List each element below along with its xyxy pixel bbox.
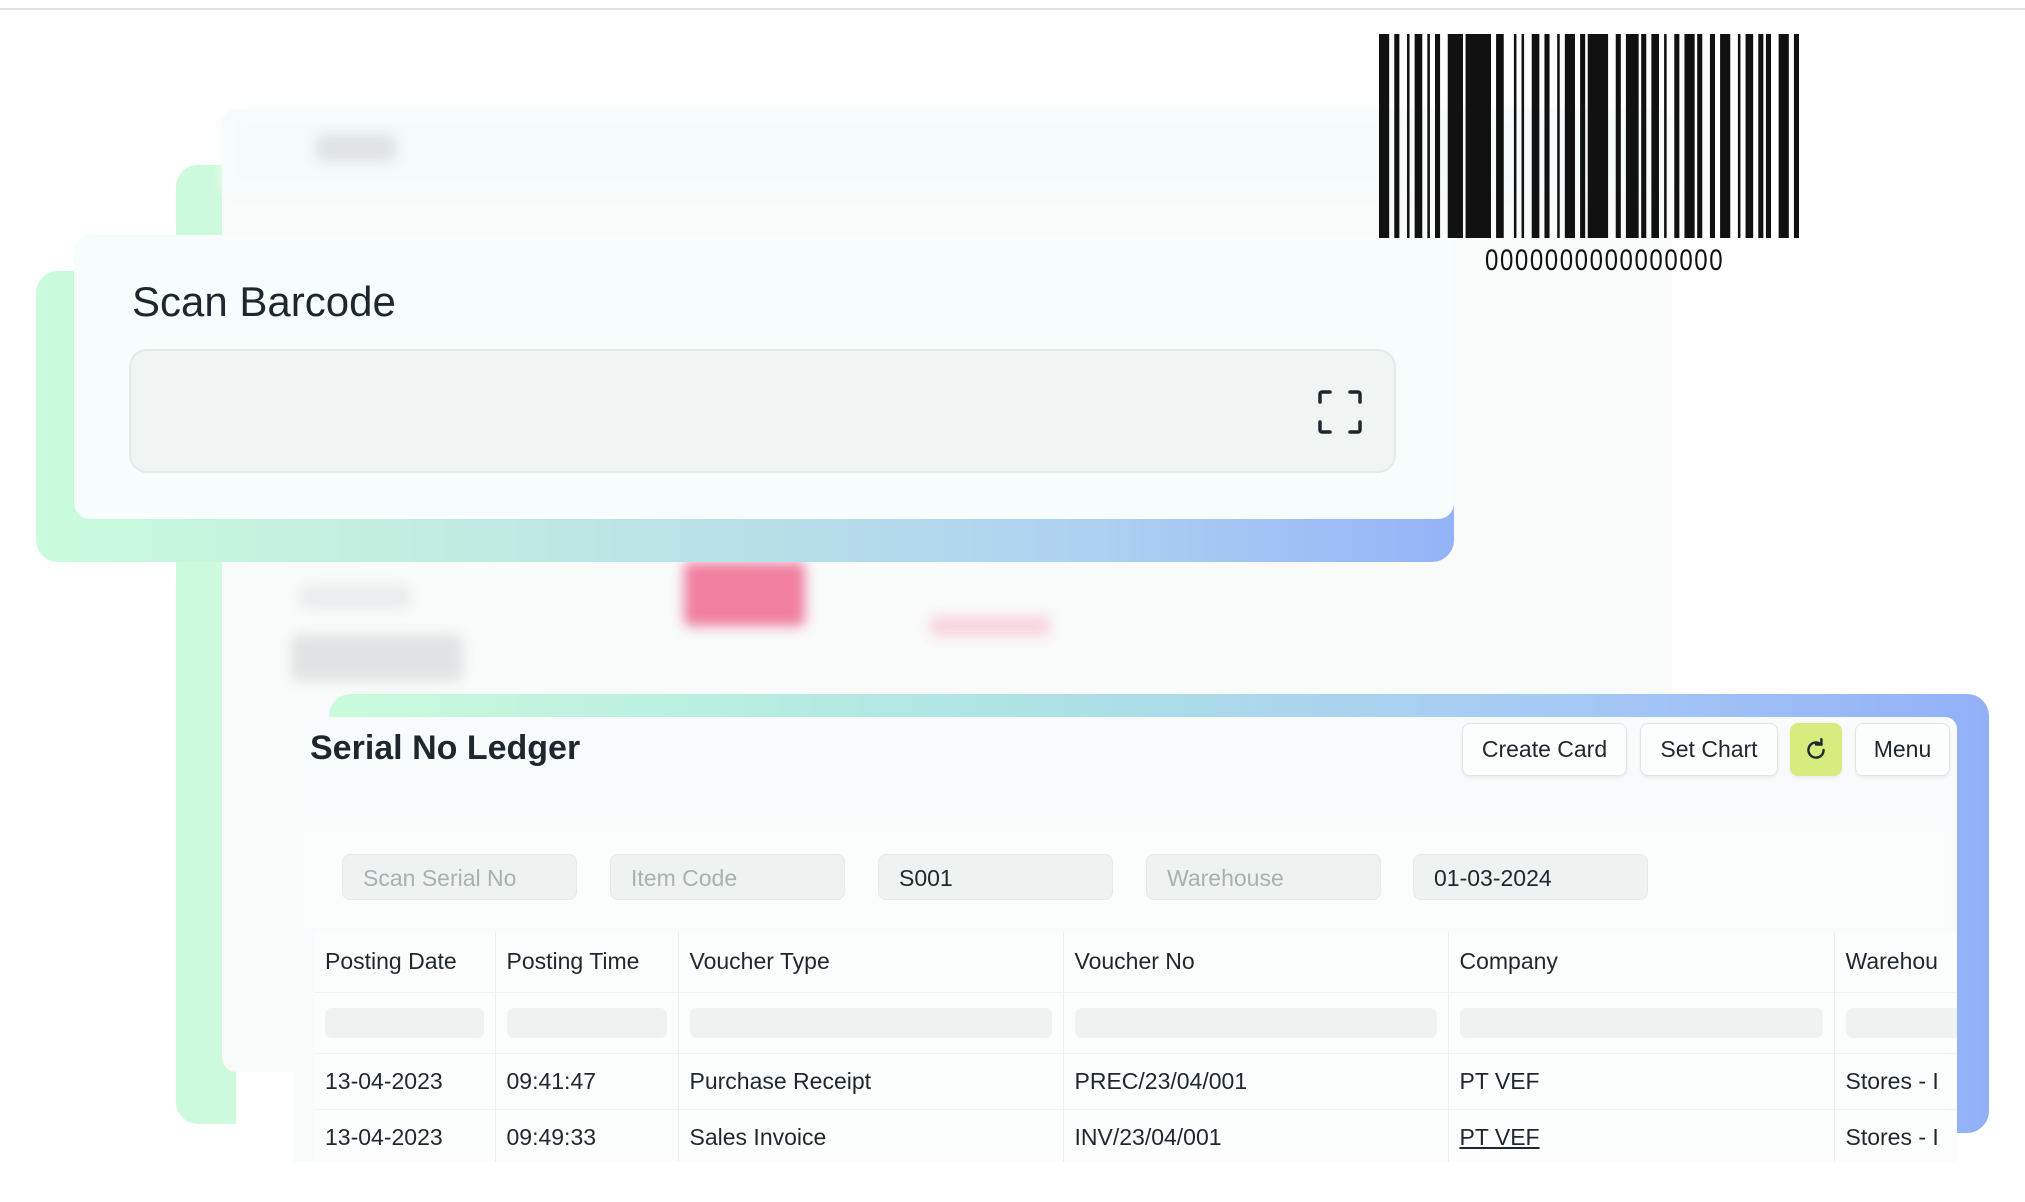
background-badge xyxy=(930,616,1050,636)
column-filter-input[interactable] xyxy=(1845,1007,1957,1038)
barcode-bar xyxy=(1697,34,1703,238)
column-header[interactable]: Company xyxy=(1448,932,1835,993)
barcode-bar xyxy=(1793,34,1799,238)
barcode-bar xyxy=(1414,34,1423,238)
barcode-bar xyxy=(1587,34,1609,238)
barcode-bar xyxy=(1641,34,1647,238)
cell-voucher-no: PREC/23/04/001 xyxy=(1063,1053,1449,1110)
background-sidebar-item xyxy=(300,586,410,608)
barcode-bar xyxy=(1709,34,1715,238)
barcode-bar xyxy=(1684,34,1695,238)
column-filter-input[interactable] xyxy=(1074,1007,1437,1038)
table-header-row: Posting Date Posting Time Voucher Type V… xyxy=(314,932,1957,993)
barcode-bar xyxy=(1737,34,1741,238)
top-divider xyxy=(0,8,2025,10)
column-filter-row xyxy=(314,992,1957,1054)
item-code-filter[interactable]: Item Code xyxy=(610,854,845,900)
barcode-bar xyxy=(1615,34,1621,238)
column-filter-input[interactable] xyxy=(325,1007,484,1038)
barcode-bar xyxy=(1720,34,1731,238)
cell-warehouse: Stores - I xyxy=(1834,1053,1957,1110)
scan-frame-icon[interactable] xyxy=(1316,388,1364,436)
barcode-bar xyxy=(1625,34,1639,238)
barcode-bar xyxy=(1513,34,1517,238)
barcode-bar xyxy=(1664,34,1667,238)
barcode-bar xyxy=(1674,34,1680,238)
barcode-bar xyxy=(1544,34,1550,238)
scan-serial-no-filter[interactable]: Scan Serial No xyxy=(342,854,577,900)
barcode-bar xyxy=(1778,34,1789,238)
barcode-image xyxy=(1379,34,1799,238)
menu-button[interactable]: Menu xyxy=(1855,723,1950,776)
table-row[interactable]: 13-04-2023 09:49:33 Sales Invoice INV/23… xyxy=(314,1109,1957,1162)
cell-company: PT VEF xyxy=(1448,1053,1835,1110)
set-chart-button[interactable]: Set Chart xyxy=(1640,723,1778,776)
cell-voucher-type: Sales Invoice xyxy=(678,1109,1064,1162)
scan-barcode-input[interactable] xyxy=(129,349,1396,473)
background-pink-block xyxy=(684,562,805,626)
refresh-icon xyxy=(1807,737,1825,759)
cell-posting-date: 13-04-2023 xyxy=(314,1109,496,1162)
barcode-digits: 0000000000000000 xyxy=(1485,244,1725,277)
column-header[interactable]: Warehou xyxy=(1834,932,1957,993)
column-filter-input[interactable] xyxy=(689,1007,1052,1038)
serial-no-filter[interactable]: S001 xyxy=(878,854,1113,900)
barcode-bar xyxy=(1465,34,1491,238)
ledger-table: Posting Date Posting Time Voucher Type V… xyxy=(314,932,1957,1162)
table-row[interactable]: 13-04-2023 09:41:47 Purchase Receipt PRE… xyxy=(314,1053,1957,1110)
barcode-bar xyxy=(1745,34,1754,238)
date-filter[interactable]: 01-03-2024 xyxy=(1413,854,1648,900)
cell-posting-date: 13-04-2023 xyxy=(314,1053,496,1110)
barcode-bar xyxy=(1447,34,1463,238)
cell-posting-time: 09:49:33 xyxy=(495,1109,679,1162)
barcode-bar xyxy=(1521,34,1525,238)
column-filter-input[interactable] xyxy=(1459,1007,1823,1038)
background-header xyxy=(222,110,1672,192)
cell-company[interactable]: PT VEF xyxy=(1448,1109,1835,1162)
column-filter-input[interactable] xyxy=(506,1007,667,1038)
barcode-bar xyxy=(1758,34,1764,238)
barcode-bar xyxy=(1379,34,1390,238)
barcode-bar xyxy=(1651,34,1659,238)
barcode-bar xyxy=(1765,34,1771,238)
barcode-bar xyxy=(1435,34,1441,238)
cell-voucher-no: INV/23/04/001 xyxy=(1063,1109,1449,1162)
scan-barcode-title: Scan Barcode xyxy=(132,278,396,325)
cell-voucher-type: Purchase Receipt xyxy=(678,1053,1064,1110)
cell-posting-time: 09:41:47 xyxy=(495,1053,679,1110)
ledger-title: Serial No Ledger xyxy=(310,729,581,767)
barcode-bar xyxy=(1427,34,1430,238)
column-header[interactable]: Voucher Type xyxy=(678,932,1064,993)
barcode-bar xyxy=(1394,34,1400,238)
barcode-bar xyxy=(1407,34,1410,238)
barcode-bar xyxy=(1557,34,1560,238)
background-title-blurred xyxy=(316,134,396,162)
barcode-bar xyxy=(1531,34,1540,238)
serial-no-ledger-card: Serial No Ledger Create Card Set Chart M… xyxy=(294,717,1957,1162)
column-header[interactable]: Voucher No xyxy=(1063,932,1449,993)
filter-bar: Scan Serial No Item Code S001 Warehouse … xyxy=(304,825,1944,928)
refresh-button[interactable] xyxy=(1790,723,1842,776)
background-sidebar-item xyxy=(292,635,462,681)
cell-warehouse: Stores - I xyxy=(1834,1109,1957,1162)
column-header[interactable]: Posting Date xyxy=(314,932,496,993)
column-header[interactable]: Posting Time xyxy=(495,932,679,993)
barcode-bar xyxy=(1580,34,1586,238)
warehouse-filter[interactable]: Warehouse xyxy=(1146,854,1381,900)
create-card-button[interactable]: Create Card xyxy=(1462,723,1627,776)
barcode-bar xyxy=(1564,34,1575,238)
barcode-bar xyxy=(1496,34,1504,238)
